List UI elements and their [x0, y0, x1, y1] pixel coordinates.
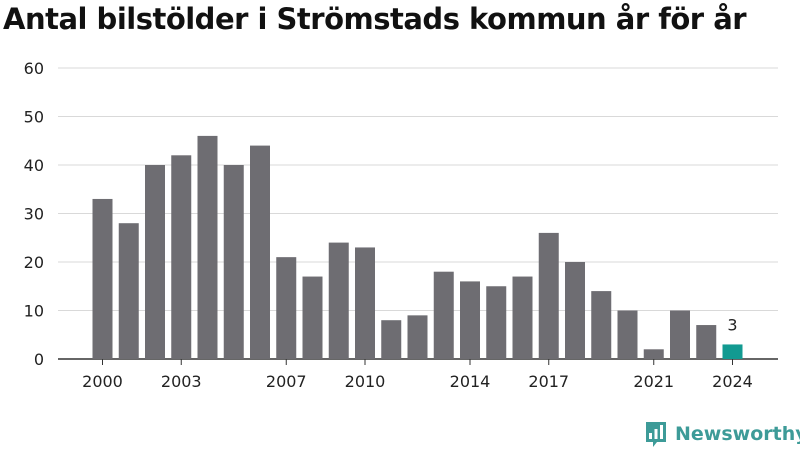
x-tick-label: 2010: [345, 372, 386, 391]
x-tick-label: 2014: [450, 372, 491, 391]
bar-2022: [670, 310, 690, 359]
brand-logo: Newsworthy: [644, 420, 800, 448]
x-tick-label: 2021: [633, 372, 674, 391]
x-tick-label: 2024: [712, 372, 753, 391]
data-labels: 3: [727, 315, 737, 334]
y-tick-label: 60: [24, 59, 44, 78]
x-tick-label: 2000: [82, 372, 123, 391]
bar-2019: [591, 291, 612, 359]
y-tick-label: 20: [24, 253, 44, 272]
bar-2003: [171, 155, 192, 359]
bars: [92, 135, 743, 359]
y-tick-label: 30: [24, 205, 44, 224]
bar-2015: [486, 286, 507, 359]
y-tick-label: 10: [24, 302, 44, 321]
x-tick-label: 2007: [266, 372, 307, 391]
bar-2013: [433, 271, 454, 359]
x-tick-label: 2017: [528, 372, 569, 391]
data-label-2024: 3: [727, 315, 737, 334]
bar-2008: [302, 276, 323, 359]
bar-2011: [381, 320, 402, 359]
bar-2016: [512, 276, 533, 359]
x-axis-ticks: 2000 2003 2007 2010 2014 2017 2021 2024: [82, 359, 753, 391]
bar-2017: [538, 232, 559, 359]
x-tick-label: 2003: [161, 372, 202, 391]
bar-2004: [197, 135, 218, 359]
newsworthy-logo-icon: [646, 422, 666, 447]
bar-2012: [407, 315, 428, 359]
bar-2001: [118, 223, 139, 359]
y-tick-label: 0: [34, 350, 44, 369]
bar-2024: [722, 344, 743, 359]
bar-2010: [355, 247, 375, 359]
bar-2009: [328, 242, 349, 359]
bar-2021: [643, 349, 664, 359]
bar-2002: [145, 165, 165, 359]
bar-2014: [460, 281, 480, 359]
y-tick-label: 50: [24, 108, 44, 127]
brand-name: Newsworthy: [675, 423, 800, 445]
y-tick-label: 40: [24, 156, 44, 175]
chart-title: Antal bilstölder i Strömstads kommun år …: [3, 2, 747, 36]
bar-2007: [276, 257, 297, 359]
bar-2000: [92, 198, 113, 359]
y-axis-tick-labels: 0 10 20 30 40 50 60: [24, 59, 44, 369]
bar-2020: [617, 310, 638, 359]
bar-2023: [696, 325, 717, 359]
bar-2018: [565, 262, 585, 359]
bar-2006: [250, 145, 270, 359]
bar-2005: [223, 165, 244, 359]
